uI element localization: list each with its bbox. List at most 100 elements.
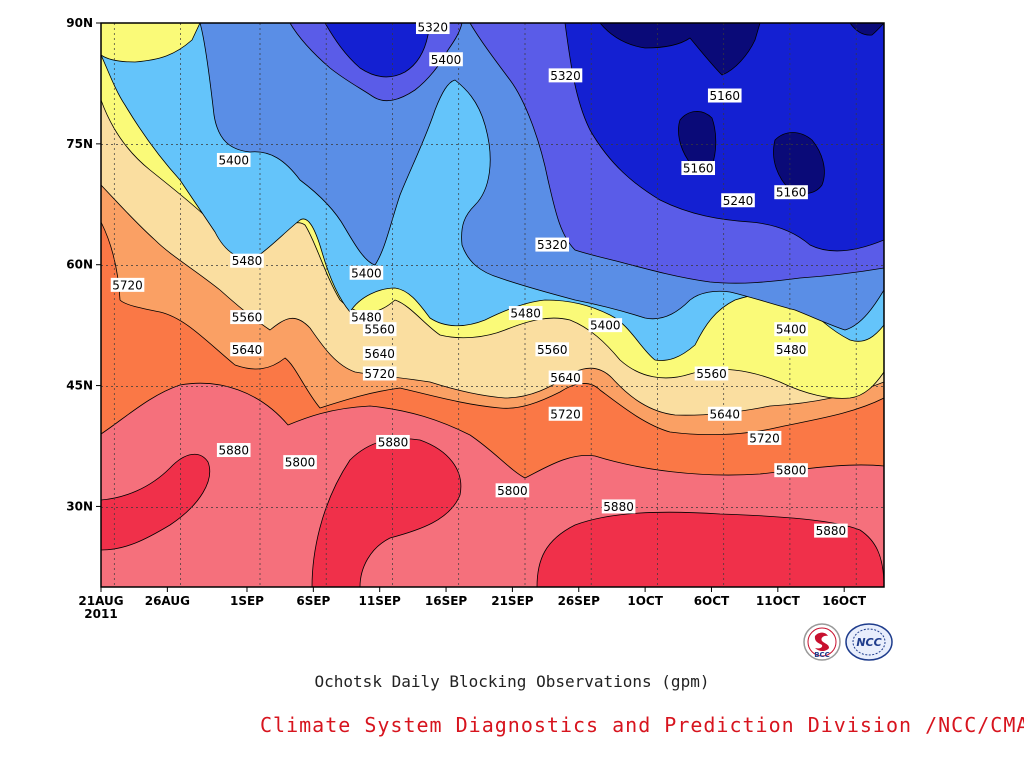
fill-band-below-5160-d <box>849 23 884 36</box>
contour-label-5640: 5640 <box>230 342 264 357</box>
svg-text:5480: 5480 <box>232 254 263 268</box>
contour-label-5160: 5160 <box>707 88 742 103</box>
bcc-logo-text: BCC <box>814 651 830 659</box>
svg-text:5880: 5880 <box>218 444 249 458</box>
contour-label-5640: 5640 <box>707 406 742 421</box>
contour-labels: 5880 5880 5880 5880 5800 5800 5800 5720 5720 5720… <box>110 20 848 538</box>
svg-text:5240: 5240 <box>723 194 754 208</box>
svg-text:5320: 5320 <box>550 69 581 83</box>
contour-label-5400: 5400 <box>349 265 384 280</box>
bcc-logo-icon: BCC <box>803 623 841 661</box>
svg-text:5560: 5560 <box>364 323 395 337</box>
ncc-logo-icon: NCC <box>845 623 893 661</box>
x-year-label: 2011 <box>84 607 117 621</box>
svg-text:5640: 5640 <box>232 343 263 357</box>
svg-text:5160: 5160 <box>709 89 740 103</box>
svg-text:5880: 5880 <box>816 524 847 538</box>
y-tick-label: 60N <box>66 258 93 272</box>
svg-text:5720: 5720 <box>112 278 143 292</box>
plot-frame <box>100 22 885 588</box>
y-tick-label: 90N <box>66 16 93 30</box>
contour-label-5720: 5720 <box>548 406 583 421</box>
contour-label-5640: 5640 <box>548 370 583 385</box>
svg-text:5560: 5560 <box>232 311 263 325</box>
svg-text:5880: 5880 <box>603 500 634 514</box>
contour-label-5880: 5880 <box>216 443 251 458</box>
svg-text:5720: 5720 <box>749 431 780 445</box>
chart-title: Ochotsk Daily Blocking Observations (gpm… <box>314 672 710 691</box>
fill-band-5880-right <box>536 511 884 587</box>
fill-band-5880-mid <box>311 438 462 587</box>
x-tick-label: 26SEP <box>558 594 601 608</box>
svg-text:5400: 5400 <box>590 319 621 333</box>
contour-label-5400: 5400 <box>588 318 623 333</box>
x-tick-label: 16OCT <box>822 594 867 608</box>
x-tick-label: 16SEP <box>425 594 468 608</box>
svg-text:5400: 5400 <box>431 53 462 67</box>
y-tick-label: 30N <box>66 499 93 513</box>
svg-text:5400: 5400 <box>351 266 382 280</box>
svg-text:5880: 5880 <box>378 435 409 449</box>
svg-text:5800: 5800 <box>497 484 528 498</box>
svg-text:5560: 5560 <box>696 367 727 381</box>
contour-label-5560: 5560 <box>362 322 397 337</box>
contour-label-5800: 5800 <box>283 455 317 470</box>
svg-text:5800: 5800 <box>285 456 316 470</box>
ncc-logo-text: NCC <box>856 636 881 649</box>
contour-label-5160: 5160 <box>774 185 808 200</box>
svg-text:5640: 5640 <box>364 347 395 361</box>
svg-text:5800: 5800 <box>776 464 807 478</box>
svg-text:5320: 5320 <box>418 21 449 35</box>
contour-label-5560: 5560 <box>694 366 729 381</box>
svg-text:5320: 5320 <box>537 238 568 252</box>
contour-label-5720: 5720 <box>747 430 782 445</box>
contour-label-5400: 5400 <box>774 322 808 337</box>
contour-label-5240: 5240 <box>721 193 755 208</box>
fill-band-below-5160-a <box>599 23 761 76</box>
svg-text:5480: 5480 <box>776 343 807 357</box>
contour-label-5480: 5480 <box>230 253 264 268</box>
x-tick-label: 11SEP <box>359 594 402 608</box>
credit-text: Climate System Diagnostics and Predictio… <box>260 713 1024 737</box>
svg-text:5480: 5480 <box>351 311 382 325</box>
contour-label-5720: 5720 <box>110 277 145 292</box>
fill-band-5880-left <box>101 454 211 551</box>
contour-label-5560: 5560 <box>230 310 264 325</box>
contour-label-5320: 5320 <box>535 237 570 252</box>
contour-label-5720: 5720 <box>362 366 397 381</box>
contour-label-5480: 5480 <box>508 306 543 321</box>
svg-text:5560: 5560 <box>537 343 568 357</box>
x-tick-label: 1OCT <box>627 594 663 608</box>
axes: 21AUG 26AUG 1SEP 6SEP 11SEP 16SEP 21SEP 26SEP 1O… <box>66 16 867 621</box>
contour-label-5400: 5400 <box>429 52 463 67</box>
contour-label-5800: 5800 <box>495 483 530 498</box>
y-tick-label: 45N <box>66 379 93 393</box>
svg-text:5640: 5640 <box>709 407 740 421</box>
x-tick-label: 21SEP <box>491 594 534 608</box>
contour-label-5560: 5560 <box>535 342 570 357</box>
x-tick-label: 21AUG <box>78 594 123 608</box>
y-tick-label: 75N <box>66 137 93 151</box>
svg-text:5160: 5160 <box>776 186 807 200</box>
svg-text:5720: 5720 <box>550 407 581 421</box>
svg-text:5400: 5400 <box>776 323 807 337</box>
contour-label-5160: 5160 <box>681 161 716 176</box>
contour-label-5480: 5480 <box>349 310 384 325</box>
svg-text:5160: 5160 <box>683 162 714 176</box>
svg-text:5720: 5720 <box>364 367 395 381</box>
x-tick-label: 1SEP <box>230 594 264 608</box>
x-tick-label: 6OCT <box>694 594 730 608</box>
contour-label-5400: 5400 <box>216 152 251 167</box>
contour-label-5880: 5880 <box>376 434 410 449</box>
contour-label-5320: 5320 <box>548 68 583 83</box>
contour-label-5880: 5880 <box>601 499 636 514</box>
x-tick-label: 11OCT <box>756 594 801 608</box>
contour-label-5320: 5320 <box>415 20 450 35</box>
contour-fills <box>101 23 884 587</box>
svg-text:5480: 5480 <box>510 307 541 321</box>
x-tick-label: 26AUG <box>145 594 190 608</box>
svg-text:5400: 5400 <box>218 153 249 167</box>
fill-band-below-5160-c <box>773 132 825 195</box>
contour-label-5880: 5880 <box>814 523 848 538</box>
contour-label-5640: 5640 <box>362 346 397 361</box>
